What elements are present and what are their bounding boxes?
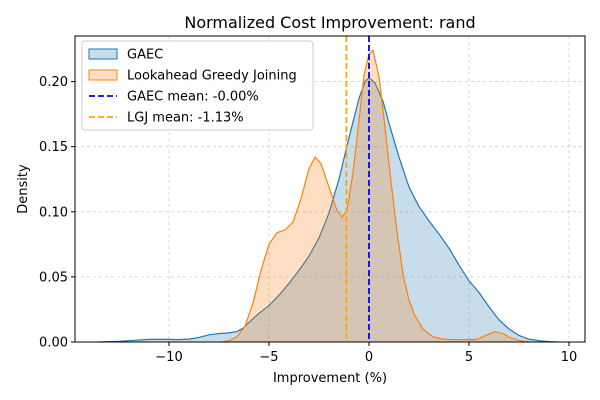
mean-lines <box>345 36 370 342</box>
legend: GAEC Lookahead Greedy Joining GAEC mean: -… <box>81 40 314 131</box>
chart-title: Normalized Cost Improvement: rand <box>184 13 475 32</box>
x-tick-label: −5 <box>259 350 278 365</box>
legend-label: Lookahead Greedy Joining <box>127 69 297 84</box>
legend-label: GAEC mean: -0.00% <box>127 90 259 105</box>
density-line-lgj <box>220 49 532 343</box>
y-axis: 0.00 0.05 0.10 0.15 0.20 <box>39 75 75 351</box>
legend-patch <box>88 69 118 81</box>
density-line-gaec <box>98 76 560 343</box>
y-axis-label: Density <box>16 164 31 214</box>
x-tick-label: 0 <box>365 350 373 365</box>
y-tick-label: 0.10 <box>39 205 68 220</box>
legend-label: LGJ mean: -1.13% <box>127 111 244 126</box>
legend-box <box>81 40 314 131</box>
x-tick-label: 5 <box>465 350 473 365</box>
density-areas <box>98 49 560 343</box>
legend-label: GAEC <box>127 48 163 63</box>
density-fill-gaec <box>99 77 559 343</box>
y-tick-label: 0.20 <box>39 75 68 90</box>
x-tick-label: −10 <box>155 350 182 365</box>
x-axis: −10 −5 0 5 10 <box>155 342 577 365</box>
y-tick-label: 0.00 <box>39 336 68 351</box>
density-fill-lgj <box>221 50 531 342</box>
plot-frame <box>74 35 586 343</box>
legend-patch <box>88 48 118 60</box>
y-tick-label: 0.05 <box>39 270 68 285</box>
x-axis-label: Improvement (%) <box>273 371 387 386</box>
x-tick-label: 10 <box>561 350 578 365</box>
y-tick-label: 0.15 <box>39 140 68 155</box>
